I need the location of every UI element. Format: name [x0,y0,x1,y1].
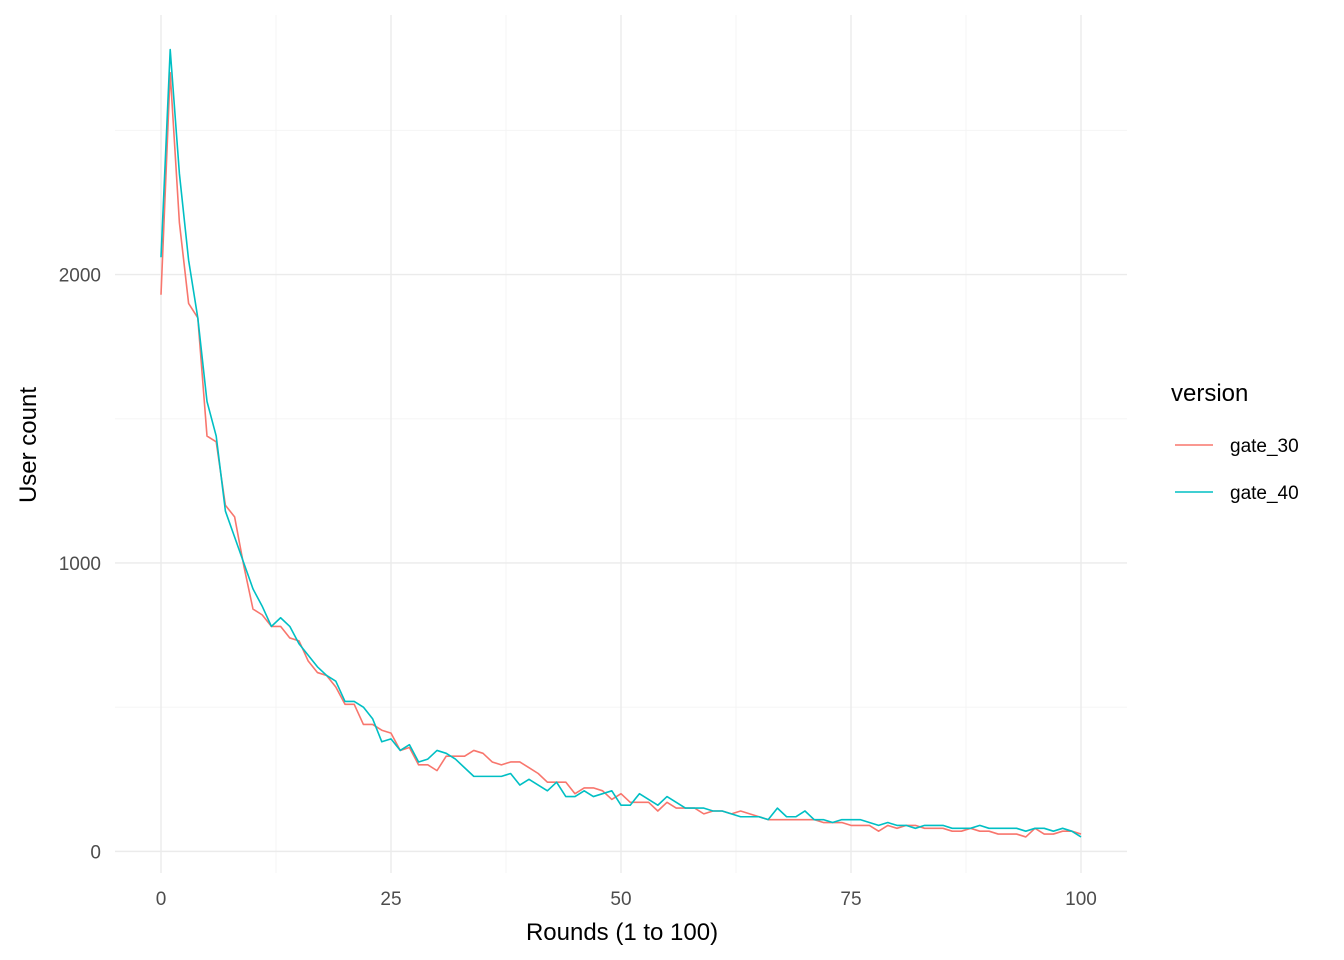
legend: version gate_30 gate_40 [1171,380,1299,504]
y-axis-tick-labels: 0 1000 2000 [59,266,101,864]
x-tick-label: 50 [610,889,631,910]
legend-items: gate_30 gate_40 [1175,436,1299,504]
y-tick-label: 0 [90,842,101,863]
series-line-gate_40 [160,48,1082,838]
x-tick-label: 25 [380,889,401,910]
y-tick-label: 1000 [59,554,101,575]
x-axis-tick-labels: 0 25 50 75 100 [156,889,1097,910]
x-axis-title: Rounds (1 to 100) [526,919,718,946]
x-tick-label: 0 [156,889,167,910]
legend-label-gate_30: gate_30 [1230,436,1299,457]
legend-title: version [1171,380,1248,407]
major-gridlines [115,15,1127,873]
y-axis-title: User count [15,387,42,503]
x-tick-label: 100 [1065,889,1097,910]
series-line-gate_30 [160,71,1082,838]
series-lines [160,48,1082,838]
y-tick-label: 2000 [59,266,101,287]
x-tick-label: 75 [840,889,861,910]
legend-label-gate_40: gate_40 [1230,483,1299,504]
